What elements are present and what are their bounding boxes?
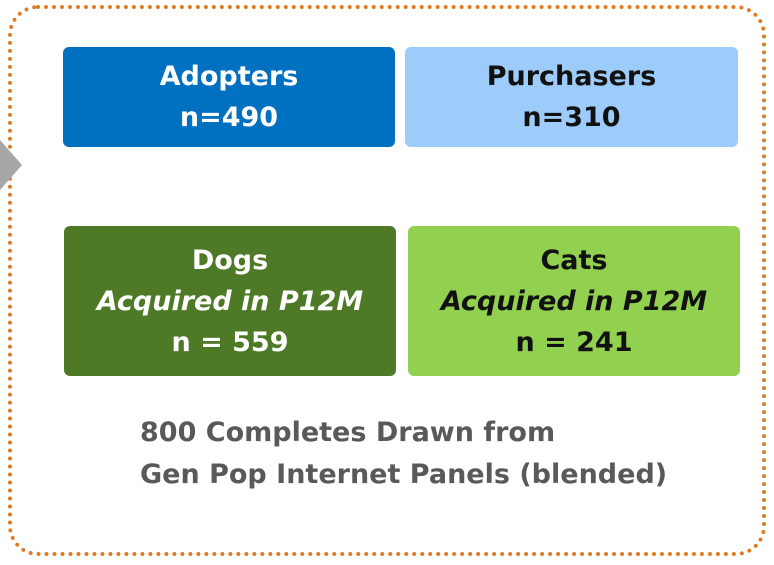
footer-line: 800 Completes Drawn from [140, 417, 556, 448]
box-purchasers: Purchasers n=310 [405, 47, 738, 147]
footer: 800 Completes Drawn from Gen Pop Interne… [140, 412, 667, 496]
box-line: Acquired in P12M [440, 285, 708, 317]
arrow [0, 140, 22, 190]
footer-line: Gen Pop Internet Panels (blended) [140, 459, 668, 490]
box-dogs: Dogs Acquired in P12M n = 559 [64, 226, 396, 376]
box-adopters: Adopters n=490 [63, 47, 395, 147]
box-title: Cats [540, 244, 608, 276]
box-line: Acquired in P12M [96, 285, 364, 317]
box-title: Dogs [191, 244, 269, 276]
box-title: Purchasers [486, 61, 657, 92]
box-cats: Cats Acquired in P12M n = 241 [408, 226, 740, 376]
box-title: Adopters [159, 61, 299, 92]
box-line: n=490 [179, 102, 279, 133]
dotted-frame [8, 5, 766, 556]
box-line: n=310 [522, 102, 621, 133]
box-line: n = 241 [515, 326, 633, 358]
box-line: n = 559 [171, 326, 289, 358]
